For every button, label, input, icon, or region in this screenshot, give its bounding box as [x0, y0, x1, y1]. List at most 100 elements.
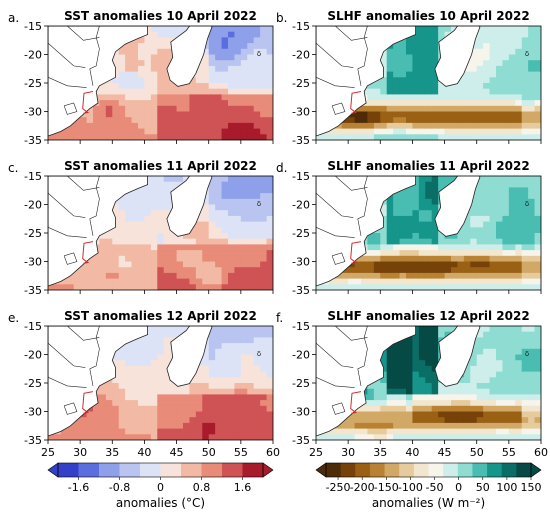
field-cell: [266, 193, 273, 200]
field-cell: [150, 71, 158, 78]
panel-letter: b.: [276, 11, 287, 25]
field-cell: [483, 31, 491, 38]
field-cell: [470, 434, 478, 440]
field-cell: [502, 331, 510, 338]
field-cell: [476, 388, 484, 395]
field-cell: [260, 326, 268, 333]
field-cell: [125, 388, 133, 395]
field-cell: [247, 176, 255, 183]
field-cell: [144, 354, 152, 361]
field-cell: [208, 77, 216, 84]
field-cell: [157, 105, 165, 113]
field-cell: [399, 377, 407, 384]
field-cell: [489, 134, 497, 140]
field-cell: [483, 371, 491, 378]
field-cell: [157, 284, 165, 290]
field-cell: [502, 284, 510, 290]
field-cell: [260, 428, 268, 435]
country-border: [331, 102, 346, 115]
field-cell: [260, 128, 268, 135]
field-cell: [80, 122, 88, 130]
field-cell: [483, 348, 491, 356]
field-cell: [431, 31, 439, 38]
field-cell: [234, 187, 242, 194]
field-cell: [431, 411, 439, 418]
field-cell: [367, 128, 375, 135]
field-cell: [144, 233, 152, 240]
field-cell: [508, 100, 516, 107]
field-cell: [412, 215, 420, 223]
field-cell: [515, 117, 523, 124]
field-cell: [112, 400, 120, 407]
colorbar-min-arrow: [47, 462, 59, 478]
field-cell: [431, 221, 439, 228]
field-cell: [163, 176, 171, 183]
field-cell: [438, 100, 446, 107]
field-cell: [418, 71, 426, 78]
country-border: [316, 377, 355, 388]
field-cell: [170, 122, 178, 130]
field-cell: [202, 122, 210, 130]
colorbar-segment: [501, 463, 517, 477]
field-cell: [528, 428, 536, 435]
field-cell: [380, 100, 388, 107]
colorbar-tick-label: -250: [326, 481, 351, 494]
field-cell: [234, 105, 242, 113]
field-cell: [528, 83, 536, 90]
field-cell: [412, 411, 420, 418]
field-cell: [240, 215, 248, 223]
field-cell: [144, 193, 152, 200]
field-cell: [215, 405, 223, 413]
country-border: [331, 402, 346, 415]
field-cell: [260, 284, 268, 290]
field-cell: [240, 360, 248, 367]
field-cell: [399, 348, 407, 356]
field-cell: [534, 215, 541, 223]
field-cell: [483, 411, 491, 418]
field-cell: [418, 326, 426, 333]
field-cell: [234, 434, 242, 440]
field-cell: [144, 83, 152, 90]
field-cell: [234, 278, 242, 285]
field-cell: [425, 117, 433, 124]
field-cell: [515, 348, 523, 356]
field-cell: [476, 176, 484, 183]
field-cell: [208, 221, 216, 228]
field-cell: [489, 434, 497, 440]
field-cell: [183, 83, 191, 90]
field-cell: [508, 411, 516, 418]
field-cell: [202, 405, 210, 413]
field-cell: [144, 267, 152, 274]
field-cell: [266, 31, 273, 38]
field-cell: [393, 428, 401, 435]
field-cell: [118, 227, 126, 234]
field-cell: [253, 343, 261, 350]
field-cell: [234, 88, 242, 95]
field-cell: [215, 48, 223, 56]
field-cell: [483, 77, 491, 84]
field-cell: [412, 233, 420, 240]
field-cell: [189, 227, 197, 234]
field-cell: [150, 411, 158, 418]
field-cell: [470, 417, 478, 424]
lat-tick-label: -25: [292, 77, 310, 90]
field-cell: [534, 134, 541, 140]
field-cell: [367, 434, 375, 440]
field-cell: [418, 284, 426, 290]
field-cell: [170, 176, 178, 183]
field-cell: [228, 377, 236, 384]
field-cell: [463, 134, 471, 140]
field-cell: [144, 284, 152, 290]
field-cell: [367, 394, 375, 401]
field-cell: [105, 233, 113, 240]
field-cell: [438, 94, 446, 101]
field-cell: [221, 428, 229, 435]
field-cell: [502, 100, 510, 107]
field-cell: [228, 48, 236, 56]
field-cell: [508, 261, 516, 268]
field-cell: [138, 371, 146, 378]
field-cell: [112, 77, 120, 84]
field-cell: [195, 272, 203, 280]
lat-tick-label: -15: [292, 20, 310, 33]
field-cell: [228, 105, 236, 113]
